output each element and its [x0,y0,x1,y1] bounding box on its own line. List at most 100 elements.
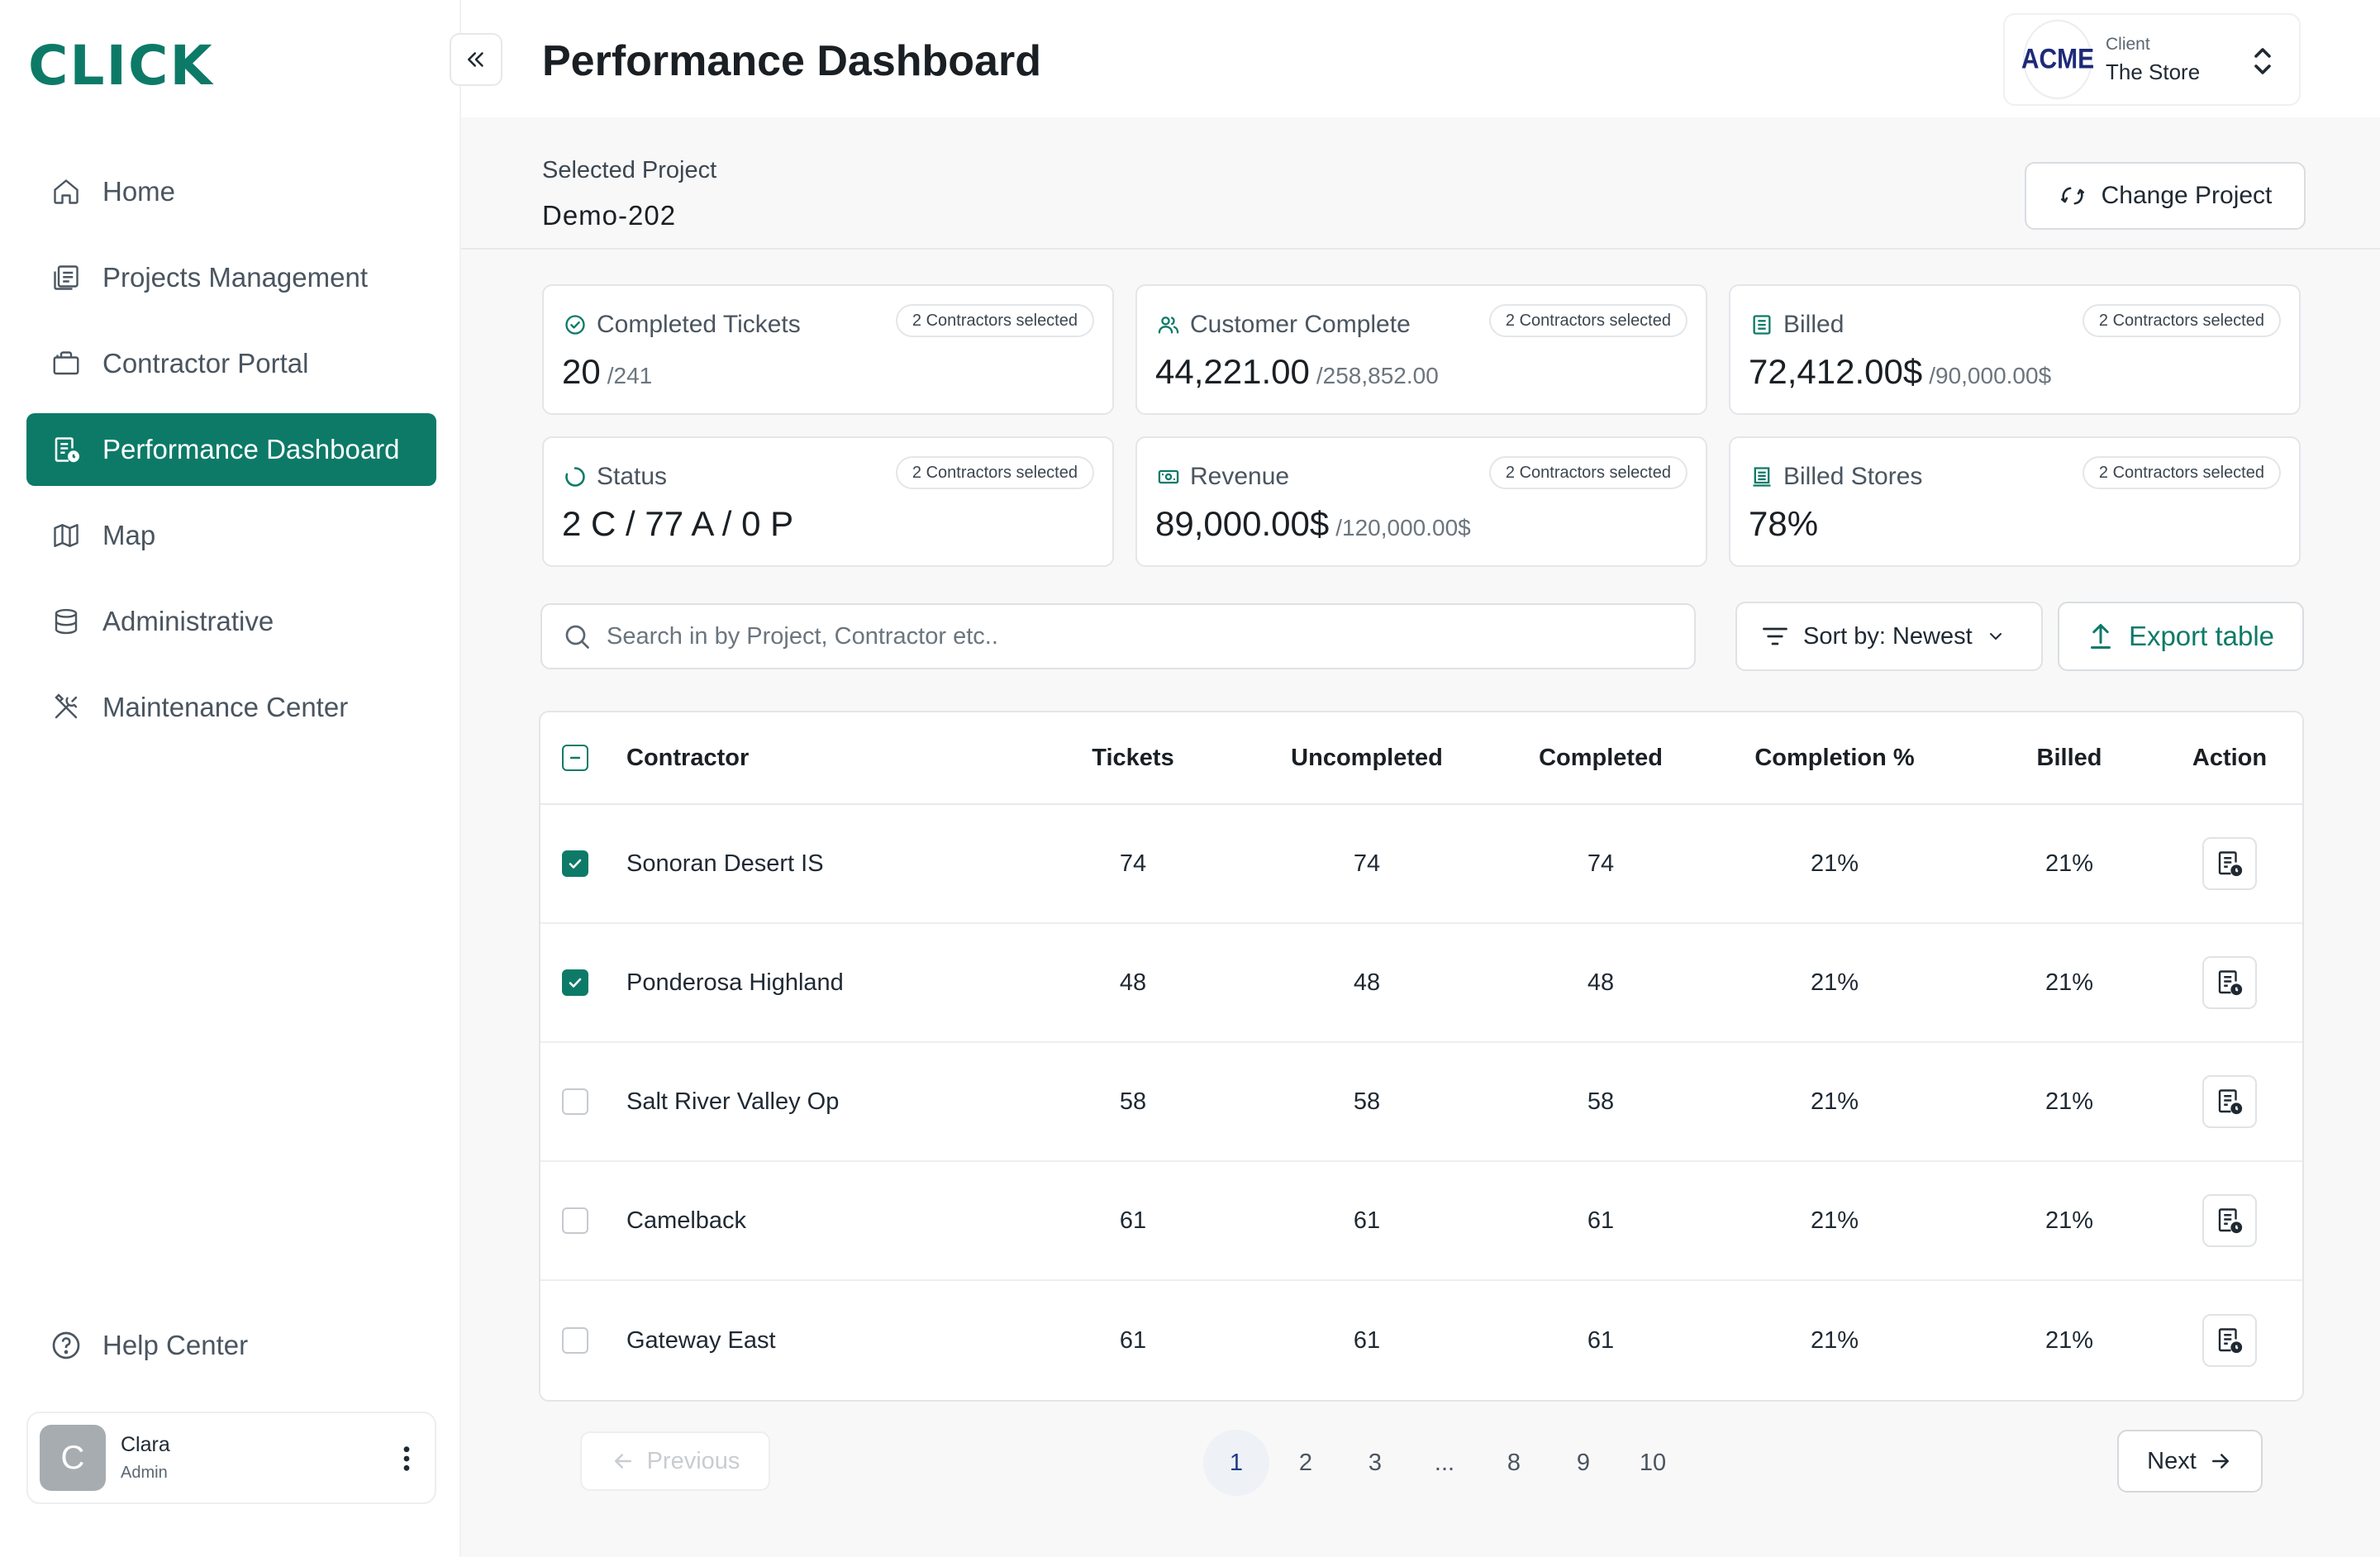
view-report-button[interactable] [2202,1314,2257,1367]
completed-value: 61 [1587,1326,1615,1354]
column-header-completed[interactable]: Completed [1539,744,1663,771]
card-title: Customer Complete [1157,311,1411,339]
column-header-uncompleted[interactable]: Uncompleted [1291,744,1443,771]
card-title-text: Customer Complete [1190,311,1411,338]
logo-text: CLICK [28,34,214,98]
card-value: 78% [1749,504,1825,544]
briefcase-icon [50,347,83,380]
logo[interactable]: CLICK [28,34,214,98]
view-report-button[interactable] [2202,1194,2257,1247]
select-all-cell [560,712,590,803]
row-checkbox[interactable] [562,969,588,996]
report-icon [2215,1326,2244,1355]
card-value: 89,000.00$ /120,000.00$ [1155,504,1471,544]
user-card[interactable]: C Clara Admin [26,1412,436,1504]
sidebar-item-label: Performance Dashboard [102,434,400,464]
view-report-button[interactable] [2202,1075,2257,1128]
contractors-badge: 2 Contractors selected [2082,304,2281,337]
completed-value: 58 [1587,1088,1615,1115]
card-value-main: 20 [562,352,601,391]
card-title-text: Billed [1783,311,1844,338]
contractors-badge: 2 Contractors selected [1488,304,1687,337]
column-header-billed[interactable]: Billed [2036,744,2102,771]
page-1[interactable]: 1 [1203,1430,1269,1496]
page-8[interactable]: 8 [1507,1449,1521,1476]
page-10[interactable]: 10 [1639,1449,1667,1476]
view-report-button[interactable] [2202,837,2257,890]
column-header-completion[interactable]: Completion % [1754,744,1915,771]
contractors-table: Contractor Tickets Uncompleted Completed… [539,711,2304,1402]
client-name: The Store [2106,59,2201,84]
card-value-main: 78% [1749,504,1819,543]
table-row[interactable]: Sonoran Desert IS 74 74 74 21% 21% [540,805,2302,924]
sidebar-item-maintenance-center[interactable]: Maintenance Center [26,671,436,744]
more-options-icon[interactable] [402,1445,412,1473]
completion-value: 21% [1810,969,1859,996]
card-value-sub: /90,000.00$ [1929,363,2052,388]
sort-dropdown[interactable]: Sort by: Newest [1735,602,2043,671]
user-info: Clara Admin [121,1433,170,1483]
sidebar-item-home[interactable]: Home [26,155,436,228]
sidebar-item-contractor-portal[interactable]: Contractor Portal [26,327,436,400]
page-2[interactable]: 2 [1298,1449,1313,1476]
action-cell [2155,805,2302,922]
billed-value: 21% [2044,969,2094,996]
sidebar-item-label: Home [102,176,176,207]
row-checkbox[interactable] [562,1088,588,1115]
avatar: C [40,1425,106,1491]
check-circle-icon [564,313,587,336]
sidebar-item-map[interactable]: Map [26,499,436,572]
next-page-button[interactable]: Next [2117,1430,2263,1493]
previous-page-button[interactable]: Previous [580,1431,770,1491]
stat-card-customer-complete: Customer Complete 2 Contractors selected… [1135,284,1707,415]
table-row[interactable]: Ponderosa Highland 48 48 48 21% 21% [540,924,2302,1043]
stat-card-billed-stores: Billed Stores 2 Contractors selected 78% [1729,436,2301,567]
view-report-button[interactable] [2202,956,2257,1009]
sidebar-item-projects-management[interactable]: Projects Management [26,241,436,314]
page-3[interactable]: 3 [1368,1449,1383,1476]
card-title-text: Revenue [1190,463,1290,490]
row-select-cell [560,1281,590,1400]
contractors-badge: 2 Contractors selected [895,304,1094,337]
change-project-button[interactable]: Change Project [2025,162,2306,230]
contractors-badge: 2 Contractors selected [2082,456,2281,489]
chevron-down-icon [1986,626,2006,646]
card-title: Completed Tickets [564,311,801,339]
action-cell [2155,924,2302,1041]
completion-value: 21% [1810,1326,1859,1354]
row-checkbox[interactable] [562,850,588,877]
table-row[interactable]: Gateway East 61 61 61 21% 21% [540,1281,2302,1400]
billed-value: 21% [2044,1326,2094,1354]
search-box[interactable] [540,603,1696,669]
column-header-tickets[interactable]: Tickets [1092,744,1174,771]
loading-icon [564,465,587,488]
billed-value: 21% [2044,1207,2094,1234]
sidebar-item-label: Map [102,520,156,550]
tickets-value: 61 [1119,1326,1147,1354]
sidebar-item-administrative[interactable]: Administrative [26,585,436,658]
uncompleted-value: 61 [1353,1326,1381,1354]
search-input[interactable] [607,622,1598,650]
dashboard-icon [50,433,83,466]
row-checkbox[interactable] [562,1207,588,1234]
page-9[interactable]: 9 [1576,1449,1591,1476]
main-content: Selected Project Demo-202 Change Project… [461,117,2380,1557]
sidebar-item-label: Administrative [102,606,274,636]
completion-value: 21% [1810,850,1859,877]
card-value: 20 /241 [562,352,652,392]
help-center-link[interactable]: Help Center [50,1329,248,1362]
table-row[interactable]: Salt River Valley Op 58 58 58 21% 21% [540,1043,2302,1162]
collapse-sidebar-button[interactable] [450,33,502,86]
client-selector[interactable]: ACME Client The Store [2003,13,2301,106]
table-row[interactable]: Camelback 61 61 61 21% 21% [540,1162,2302,1281]
page-list: 1 2 3 ... 8 9 10 [1203,1430,1689,1496]
sidebar-item-performance-dashboard[interactable]: Performance Dashboard [26,413,436,486]
select-all-checkbox[interactable] [562,745,588,771]
card-value-sub: /120,000.00$ [1335,515,1471,540]
column-header-contractor[interactable]: Contractor [626,744,750,771]
client-label: Client [2106,34,2150,54]
export-table-button[interactable]: Export table [2058,602,2304,671]
contractor-name: Gateway East [626,1326,776,1354]
card-value-main: 2 C / 77 A / 0 P [562,504,794,543]
row-checkbox[interactable] [562,1327,588,1354]
